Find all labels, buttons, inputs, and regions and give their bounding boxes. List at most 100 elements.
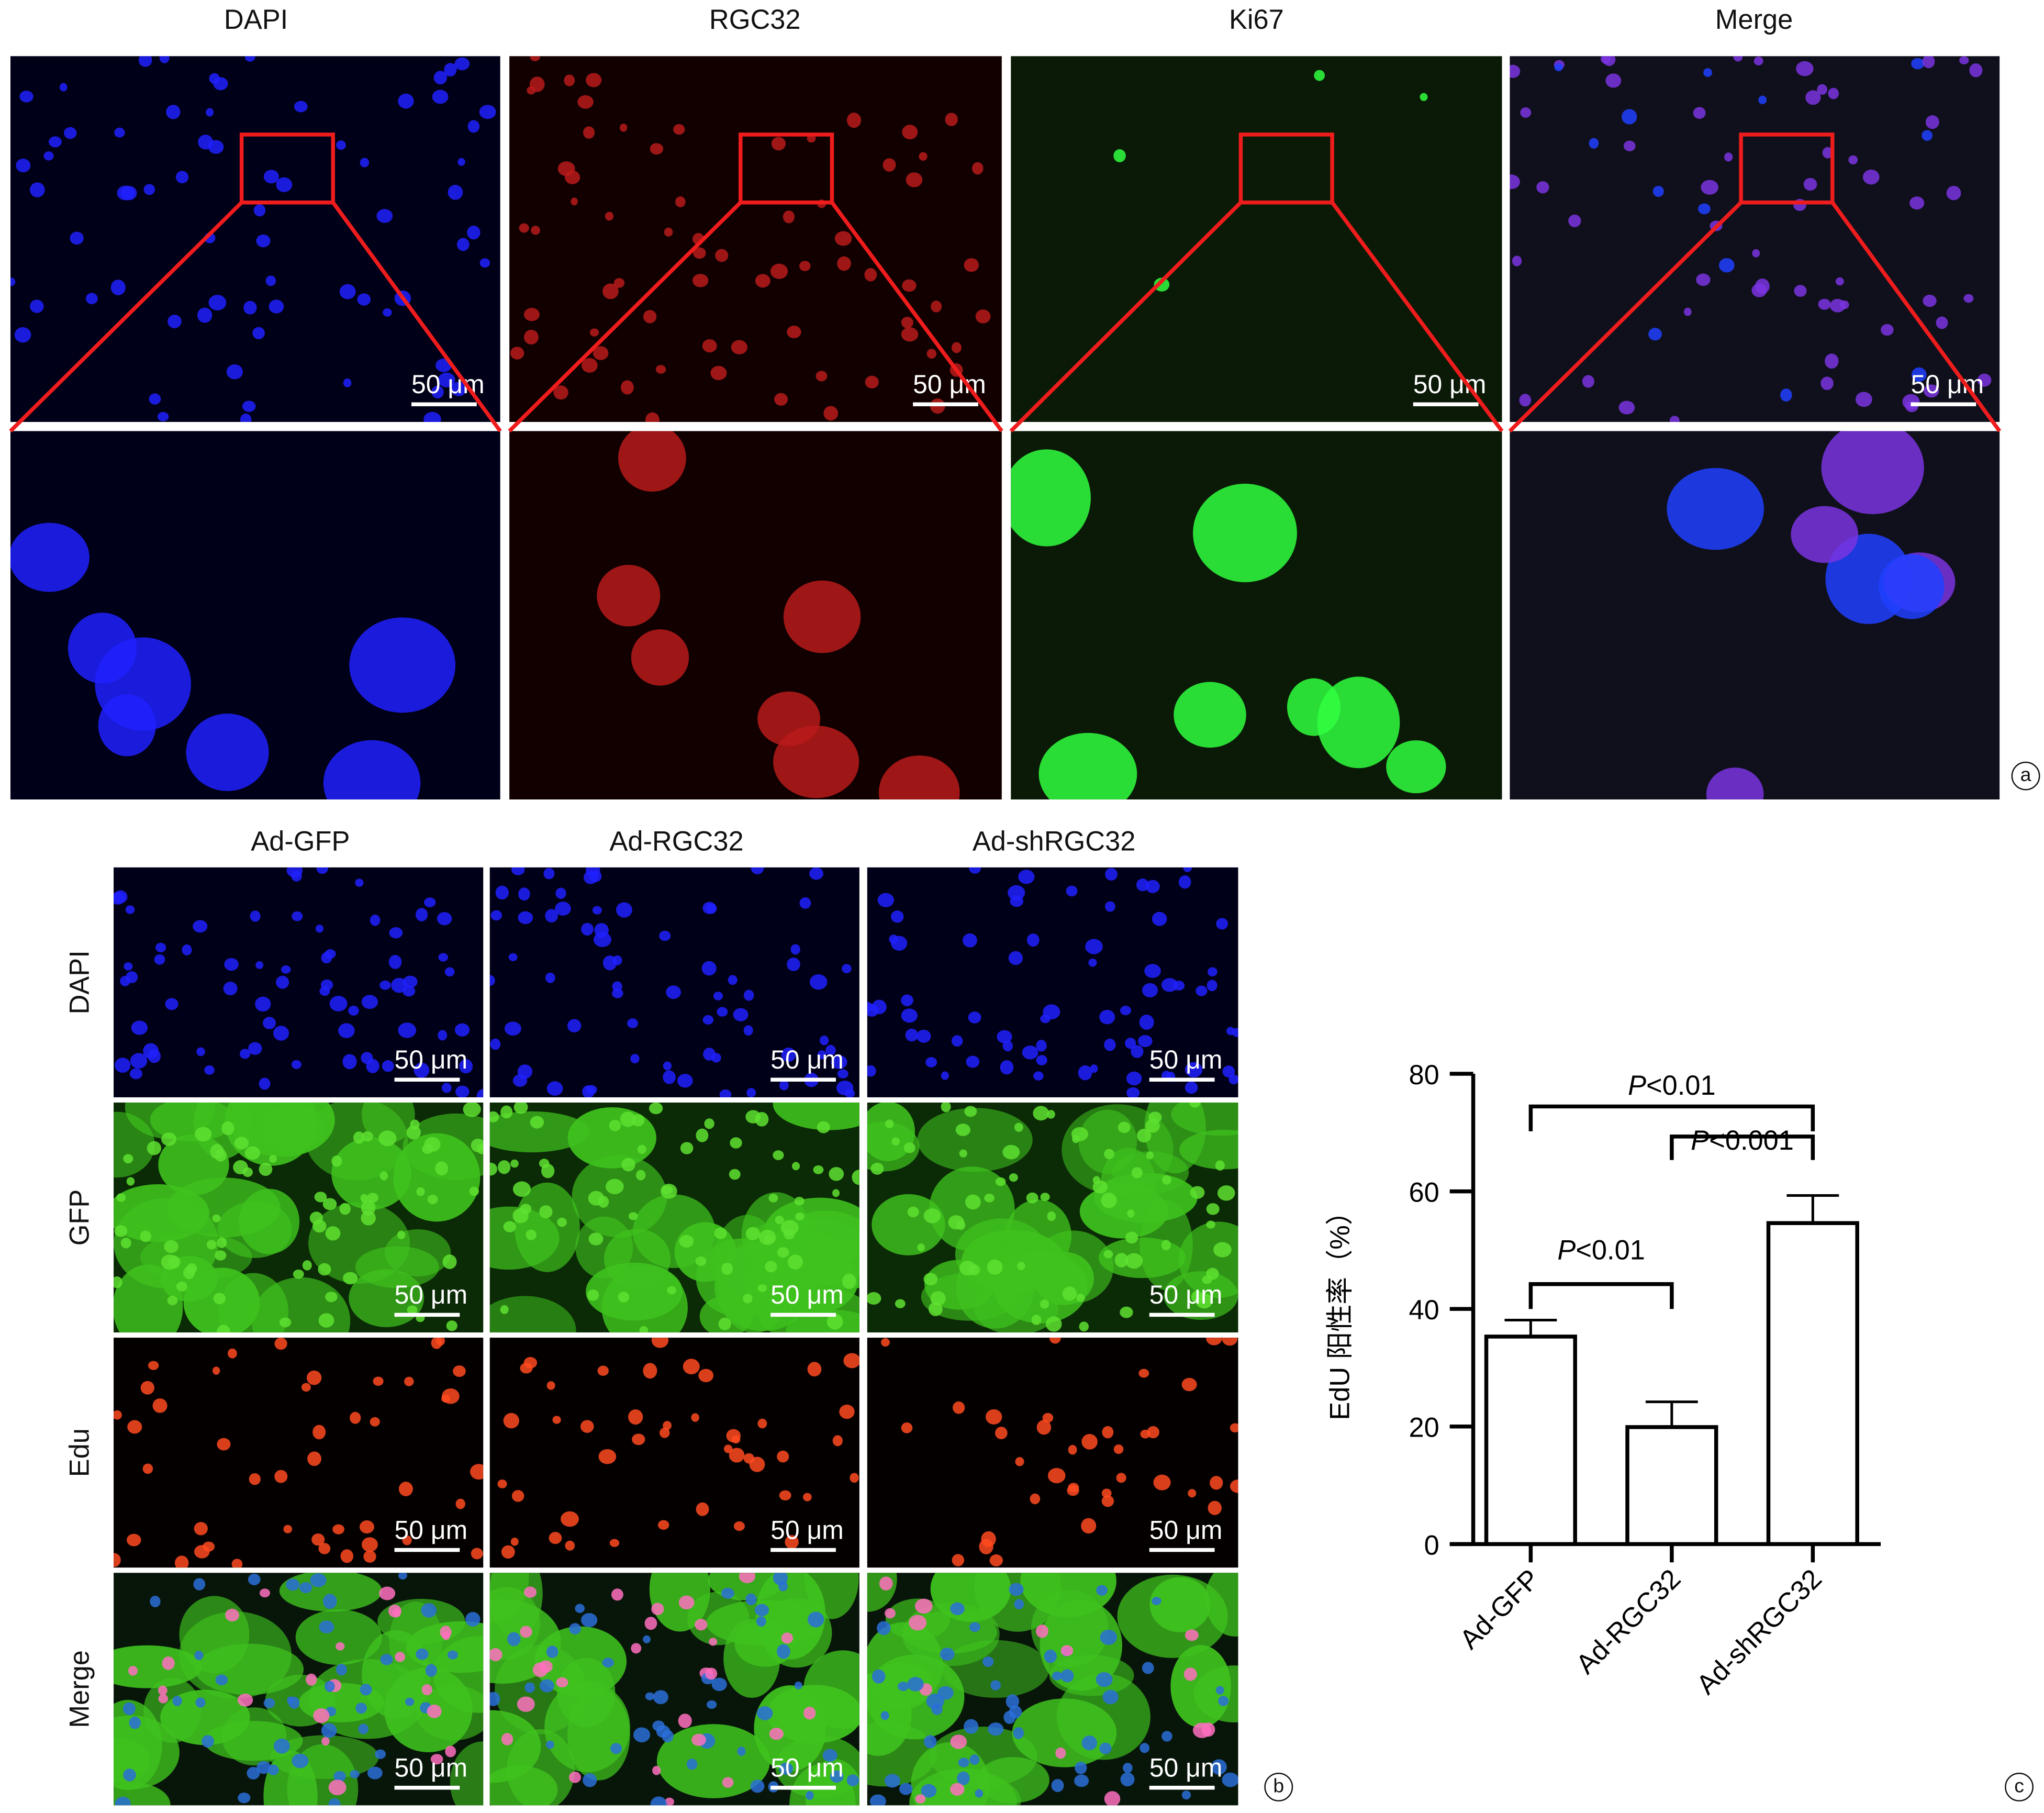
image-ad-gfp-gfp: 50 μm xyxy=(114,1102,484,1333)
scale-bar-line xyxy=(770,1313,836,1317)
row-label-edu: Edu xyxy=(65,1428,96,1477)
scale-bar-label: 50 μm xyxy=(1911,371,1984,400)
bar-ad-rgc32 xyxy=(1625,1425,1718,1547)
scale-bar: 50 μm xyxy=(770,1517,844,1552)
scale-bar-line xyxy=(394,1313,460,1317)
col-label-rgc32: RGC32 xyxy=(709,5,801,36)
p-symbol: P xyxy=(1628,1071,1646,1101)
significance-bracket xyxy=(1528,1104,1815,1131)
image-ad-gfp-merge: 50 μm xyxy=(114,1573,484,1806)
image-ad-rgc32-merge: 50 μm xyxy=(489,1573,859,1806)
col-label-merge: Merge xyxy=(1715,5,1793,36)
significance-label: P<0.001 xyxy=(1691,1126,1794,1156)
scale-bar: 50 μm xyxy=(1149,1754,1223,1790)
bar-ad-shrgc32 xyxy=(1766,1221,1859,1547)
scale-bar: 50 μm xyxy=(394,1281,468,1317)
scale-bar: 50 μm xyxy=(394,1046,468,1082)
scale-bar-label: 50 μm xyxy=(1149,1281,1223,1310)
scale-bar: 50 μm xyxy=(1149,1047,1223,1082)
scale-bar-line xyxy=(394,1785,460,1790)
scale-bar-label: 50 μm xyxy=(411,371,485,400)
image-rgc32-overview: 50 μm xyxy=(509,56,1002,422)
scale-bar-label: 50 μm xyxy=(394,1046,468,1075)
scale-bar-line xyxy=(394,1077,460,1082)
scale-bar: 50 μm xyxy=(1149,1282,1223,1317)
col-label-ad-rgc32: Ad-RGC32 xyxy=(609,827,744,857)
bar-ad-gfp xyxy=(1484,1334,1577,1547)
scale-bar: 50 μm xyxy=(770,1047,844,1082)
y-tick-label: 20 xyxy=(1409,1413,1439,1443)
image-ad-shrgc32-gfp: 50 μm xyxy=(867,1102,1238,1333)
col-label-ad-shrgc32: Ad-shRGC32 xyxy=(972,827,1136,857)
x-tick-label: Ad-GFP xyxy=(1454,1564,1546,1655)
scale-bar-label: 50 μm xyxy=(1413,371,1487,400)
scale-bar-line xyxy=(1149,1548,1215,1552)
p-symbol: P xyxy=(1691,1126,1709,1156)
col-label-ki67: Ki67 xyxy=(1228,5,1284,36)
scale-bar-label: 50 μm xyxy=(1149,1516,1223,1545)
scale-bar-label: 50 μm xyxy=(1149,1046,1223,1075)
image-ad-shrgc32-dapi: 50 μm xyxy=(867,867,1238,1097)
scale-bar: 50 μm xyxy=(394,1754,468,1790)
image-merge-overview: 50 μm xyxy=(1510,56,2000,422)
scale-bar-line xyxy=(770,1785,836,1790)
image-ki67-overview: 50 μm xyxy=(1011,56,1502,422)
significance-bracket xyxy=(1528,1282,1674,1309)
image-ad-rgc32-dapi: 50 μm xyxy=(489,867,859,1097)
scale-bar-line xyxy=(1911,402,1976,407)
scale-bar-label: 50 μm xyxy=(394,1516,468,1545)
image-ad-rgc32-edu: 50 μm xyxy=(489,1338,859,1568)
p-value: <0.01 xyxy=(1576,1235,1645,1265)
image-ki67-zoom xyxy=(1011,431,1502,800)
scale-bar-label: 50 μm xyxy=(770,1754,844,1783)
scale-bar-label: 50 μm xyxy=(913,371,986,400)
scale-bar: 50 μm xyxy=(411,371,485,407)
significance-label: P<0.01 xyxy=(1628,1071,1715,1101)
scale-bar-line xyxy=(394,1548,460,1552)
scale-bar-line xyxy=(913,402,978,407)
scale-bar: 50 μm xyxy=(394,1516,468,1552)
image-rgc32-zoom xyxy=(509,431,1002,800)
scale-bar: 50 μm xyxy=(770,1754,844,1790)
edu-bar-chart: 0 20 40 60 80 EdU 阳性率（%） Ad-GFP Ad-RGC32 Ad-shRG… xyxy=(1325,1060,1881,1700)
scale-bar-line xyxy=(1149,1785,1215,1790)
p-value: <0.01 xyxy=(1646,1071,1716,1101)
image-merge-zoom xyxy=(1510,431,2000,800)
scale-bar: 50 μm xyxy=(1149,1517,1223,1552)
significance-label: P<0.01 xyxy=(1557,1235,1645,1265)
panel-letter-a: a xyxy=(2011,761,2040,791)
scale-bar-label: 50 μm xyxy=(770,1281,844,1310)
panel-letter-b: b xyxy=(1264,1772,1293,1801)
y-tick-label: 0 xyxy=(1424,1530,1439,1561)
scale-bar: 50 μm xyxy=(913,371,986,407)
significance-bracket xyxy=(1670,1134,1815,1160)
col-label-dapi: DAPI xyxy=(224,5,288,36)
image-dapi-overview: 50 μm xyxy=(10,56,500,422)
scale-bar-line xyxy=(1413,402,1479,407)
scale-bar-label: 50 μm xyxy=(770,1046,844,1075)
panel-letter-c: c xyxy=(2005,1772,2034,1801)
y-tick-label: 60 xyxy=(1409,1178,1439,1208)
p-value: <0.001 xyxy=(1709,1126,1794,1156)
x-tick-label: Ad-RGC32 xyxy=(1570,1564,1686,1680)
scale-bar-line xyxy=(1149,1077,1215,1082)
image-ad-gfp-dapi: 50 μm xyxy=(114,867,484,1097)
scale-bar-label: 50 μm xyxy=(394,1754,468,1783)
image-dapi-zoom xyxy=(10,431,500,800)
y-tick-label: 80 xyxy=(1409,1060,1439,1091)
image-ad-shrgc32-merge: 50 μm xyxy=(867,1573,1238,1806)
row-label-dapi: DAPI xyxy=(65,950,96,1015)
scale-bar: 50 μm xyxy=(1413,371,1487,407)
scale-bar: 50 μm xyxy=(1911,371,1984,407)
y-axis-label: EdU 阳性率（%） xyxy=(1325,1198,1356,1420)
x-tick-label: Ad-shRGC32 xyxy=(1691,1564,1828,1700)
y-tick-label: 40 xyxy=(1409,1295,1439,1326)
row-label-gfp: GFP xyxy=(65,1189,96,1246)
scale-bar-line xyxy=(411,402,477,407)
scale-bar-label: 50 μm xyxy=(770,1516,844,1545)
scale-bar-line xyxy=(1149,1313,1215,1317)
image-ad-shrgc32-edu: 50 μm xyxy=(867,1338,1238,1568)
scale-bar-label: 50 μm xyxy=(394,1281,468,1310)
scale-bar-label: 50 μm xyxy=(1149,1754,1223,1783)
